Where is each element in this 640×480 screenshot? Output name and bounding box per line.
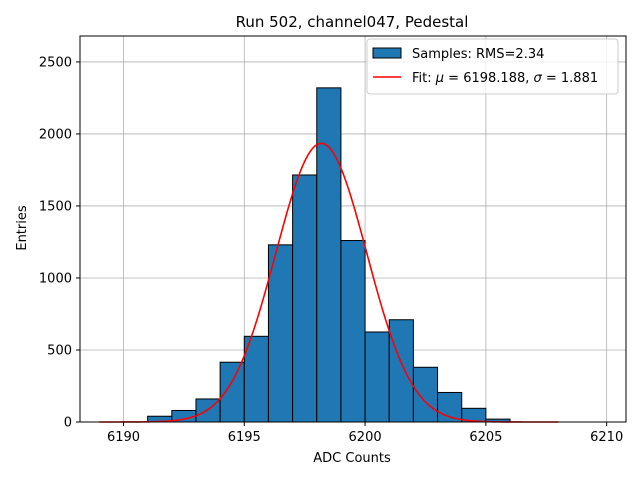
x-axis-label: ADC Counts [313,451,391,466]
y-tick-label: 1000 [39,271,72,286]
y-tick-label: 2000 [39,127,72,142]
legend-fit-label: Fit: μ = 6198.188, σ = 1.881 [412,71,598,86]
legend-histogram-label: Samples: RMS=2.34 [412,47,544,62]
fit-curve [99,142,559,423]
y-tick-label: 1500 [39,199,72,214]
y-tick-label: 500 [47,343,72,358]
fit-label-prefix: Fit: [412,71,436,86]
y-tick-label: 2500 [39,55,72,70]
legend-box [366,38,619,95]
y-axis-label: Entries [15,205,30,251]
fit-curve-group [99,142,559,423]
histogram-bar [340,240,366,423]
y-tick-label: 0 [64,416,72,431]
fit-label-mu-symbol: μ [435,71,444,86]
legend: Samples: RMS=2.34 Fit: μ = 6198.188, σ =… [366,38,619,95]
histogram-bar [364,331,390,423]
histogram-bar [412,366,439,423]
y-axis-ticks: 0 500 1000 1500 2000 2500 [39,55,80,431]
fit-label-sigma-symbol: σ [534,71,543,86]
chart-title: Run 502, channel047, Pedestal [236,13,469,31]
legend-histogram-swatch [372,47,402,59]
x-tick-label: 6200 [349,430,382,445]
fit-label-sigma-value: = 1.881 [542,71,598,86]
histogram-bar [388,319,414,423]
x-tick-label: 6190 [107,430,140,445]
x-axis-ticks: 6190 6195 6200 6205 6210 [107,422,623,445]
x-tick-label: 6210 [590,430,623,445]
histogram-bar [267,244,294,423]
histogram-bar [243,335,269,423]
histogram-bar [316,87,342,423]
fit-label-mu-value: = 6198.188, [444,71,533,86]
x-tick-label: 6195 [228,430,261,445]
x-tick-label: 6205 [469,430,502,445]
plot-area-frame [79,35,627,423]
histogram-bar [219,361,245,423]
histogram-bar [292,174,318,423]
